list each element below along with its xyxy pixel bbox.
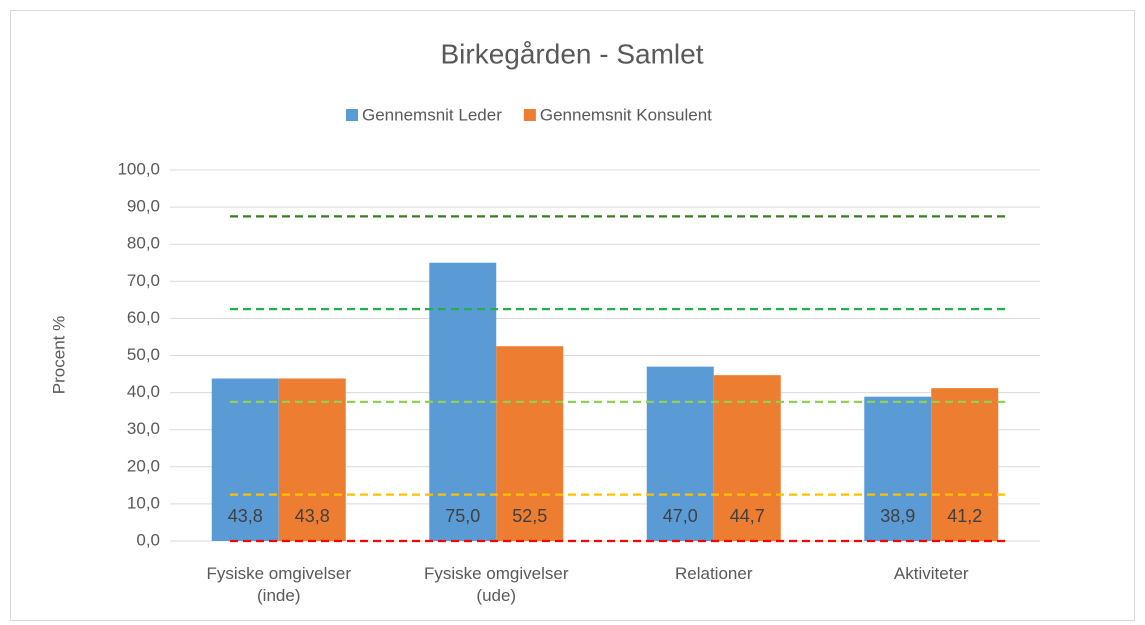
y-tick-label: 100,0 [117,159,160,178]
data-label: 52,5 [512,506,547,526]
y-tick-label: 50,0 [127,345,160,364]
y-axis-label: Procent % [49,316,68,394]
y-tick-label: 70,0 [127,271,160,290]
legend-label: Gennemsnit Konsulent [540,105,712,124]
y-tick-label: 20,0 [127,456,160,475]
y-tick-label: 60,0 [127,308,160,327]
data-label: 41,2 [947,506,982,526]
data-label: 47,0 [663,506,698,526]
bar [211,378,279,541]
bar [864,396,932,541]
legend-swatch [346,109,358,121]
legend-label: Gennemsnit Leder [362,105,502,124]
x-tick-label: Aktiviteter [893,564,969,583]
x-tick-label: Fysiske omgivelser (inde) [206,564,352,605]
bar [931,388,999,541]
bar [278,378,346,541]
bar [646,366,714,541]
data-label: 43,8 [228,506,263,526]
y-tick-label: 0,0 [136,530,160,549]
data-label: 44,7 [730,506,765,526]
y-tick-label: 10,0 [127,493,160,512]
x-tick-label: Relationer [675,564,753,583]
y-tick-label: 90,0 [127,197,160,216]
chart-title: Birkegården - Samlet [440,38,703,69]
y-tick-label: 40,0 [127,382,160,401]
data-label: 43,8 [295,506,330,526]
data-label: 38,9 [880,506,915,526]
y-tick-label: 30,0 [127,419,160,438]
bar [496,346,564,541]
y-tick-label: 80,0 [127,234,160,253]
legend-swatch [523,109,536,121]
x-tick-label: Fysiske omgivelser (ude) [423,564,569,605]
data-label: 75,0 [445,506,480,526]
